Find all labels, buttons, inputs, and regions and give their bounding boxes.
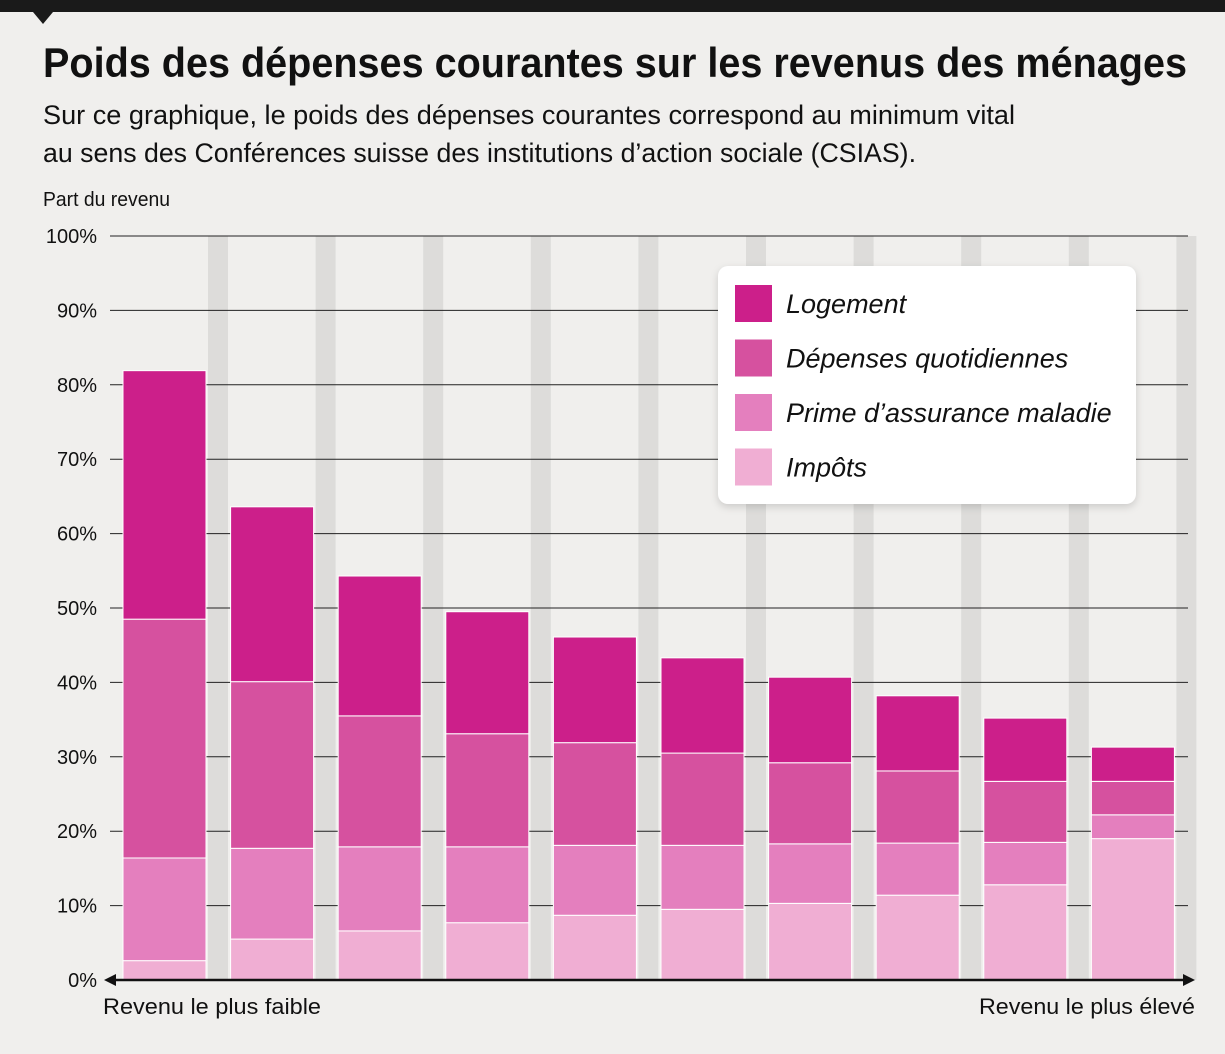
bar-segment-logement [552, 636, 637, 744]
legend: Logement Dépenses quotidiennes Prime d’ass… [718, 266, 1136, 504]
bar-segment-prime-d-assurance-maladie [552, 844, 637, 916]
bar-segment-logement [983, 717, 1068, 782]
bar-segment-prime-d-assurance-maladie [230, 847, 315, 940]
bar-segment-imp-ts [552, 914, 637, 981]
bar-segment-logement [1090, 746, 1175, 782]
bar-segment-prime-d-assurance-maladie [1090, 814, 1175, 840]
bar-segment-logement [230, 506, 315, 683]
bar-segment-logement [660, 657, 745, 754]
legend-box [718, 266, 1136, 504]
chart-title: Poids des dépenses courantes sur les rev… [43, 39, 1187, 86]
y-tick-label: 50% [57, 598, 97, 620]
bar-segment-prime-d-assurance-maladie [122, 857, 207, 962]
y-tick-label: 10% [57, 896, 97, 918]
legend-swatch [735, 448, 772, 486]
bar-segment-imp-ts [445, 922, 530, 981]
bar-segment-imp-ts [337, 930, 422, 981]
bar-segment-prime-d-assurance-maladie [768, 843, 853, 904]
legend-label: Prime d’assurance maladie [786, 398, 1112, 428]
chart-subtitle-line-1: Sur ce graphique, le poids des dépenses … [43, 100, 1015, 130]
bar-segment-prime-d-assurance-maladie [337, 846, 422, 932]
top-bar [0, 0, 1225, 12]
y-tick-label: 20% [57, 821, 97, 843]
bar-segment-d-penses-quotidiennes [768, 762, 853, 845]
bar-segment-d-penses-quotidiennes [875, 770, 960, 844]
x-axis-right-label: Revenu le plus élevé [979, 994, 1195, 1019]
bar-segment-prime-d-assurance-maladie [660, 844, 745, 910]
legend-label: Logement [786, 289, 908, 319]
y-tick-label: 90% [57, 300, 97, 322]
y-tick-label: 0% [68, 970, 97, 992]
bar-segment-d-penses-quotidiennes [337, 715, 422, 848]
legend-swatch [735, 285, 772, 322]
bar-segment-logement [768, 676, 853, 764]
bar-segment-d-penses-quotidiennes [1090, 780, 1175, 816]
legend-swatch [735, 394, 772, 431]
legend-swatch [735, 339, 772, 377]
bar-segment-logement [875, 695, 960, 772]
top-notch-icon [33, 12, 53, 24]
bar-segment-imp-ts [660, 908, 745, 981]
y-tick-label: 30% [57, 747, 97, 769]
arrow-right-icon [1183, 974, 1195, 986]
y-axis-label: Part du revenu [43, 189, 170, 211]
bar-segment-prime-d-assurance-maladie [875, 842, 960, 896]
bar-segment-logement [122, 370, 207, 620]
y-tick-label: 100% [46, 226, 97, 248]
y-tick-label: 40% [57, 672, 97, 694]
y-tick-label: 60% [57, 524, 97, 546]
arrow-left-icon [104, 974, 116, 986]
legend-label: Impôts [786, 453, 867, 483]
bar-segment-imp-ts [122, 960, 207, 981]
bar-segment-imp-ts [230, 938, 315, 981]
bar-segment-imp-ts [768, 902, 853, 981]
y-tick-label: 80% [57, 375, 97, 397]
bar-segment-imp-ts [983, 884, 1068, 981]
bar-segment-d-penses-quotidiennes [552, 742, 637, 846]
bar-segment-imp-ts [875, 894, 960, 981]
bar-segment-imp-ts [1090, 838, 1175, 981]
legend-label: Dépenses quotidiennes [786, 344, 1068, 374]
bar-segment-prime-d-assurance-maladie [445, 846, 530, 924]
chart-subtitle-line-2: au sens des Conférences suisse des insti… [43, 138, 916, 168]
bar-segment-d-penses-quotidiennes [230, 681, 315, 849]
x-axis-left-label: Revenu le plus faible [103, 994, 321, 1019]
bar-segment-logement [445, 611, 530, 735]
bar-segment-prime-d-assurance-maladie [983, 841, 1068, 886]
y-tick-label: 70% [57, 449, 97, 471]
bar-segment-d-penses-quotidiennes [983, 780, 1068, 843]
bar-segment-d-penses-quotidiennes [660, 752, 745, 846]
bar-segment-d-penses-quotidiennes [122, 618, 207, 859]
bar-segment-logement [337, 575, 422, 717]
bar-segment-d-penses-quotidiennes [445, 733, 530, 848]
